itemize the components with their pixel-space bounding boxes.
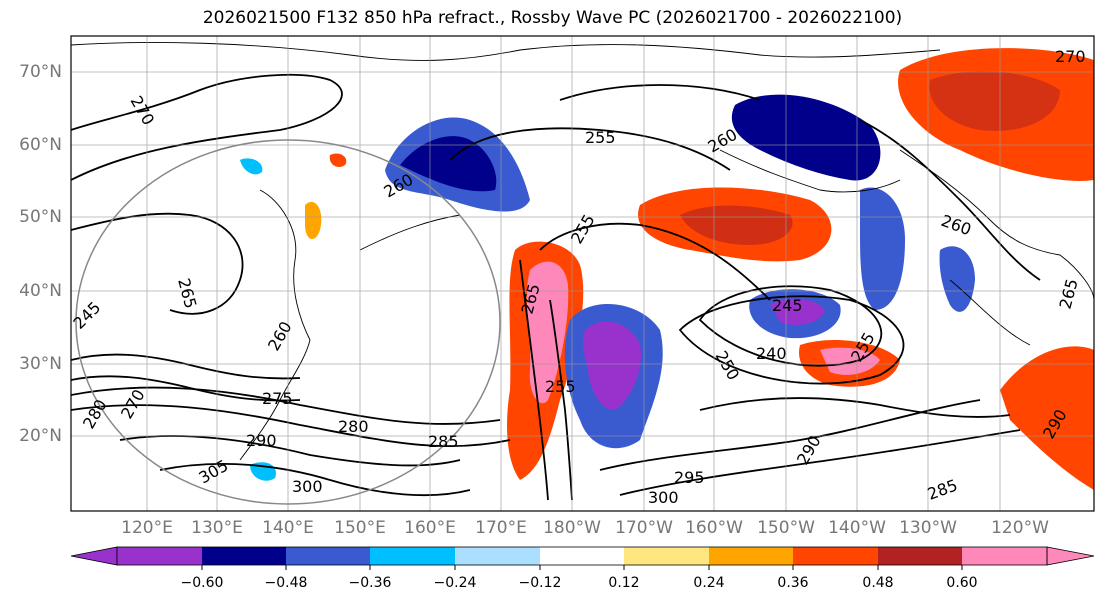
lon-label: 170°W	[615, 518, 673, 538]
colorbar-right-arrow	[1046, 546, 1095, 566]
lat-label: 40°N	[19, 281, 62, 301]
lon-label: 160°E	[404, 518, 456, 538]
contour-label: 270	[1055, 47, 1086, 66]
lon-label: 150°E	[334, 518, 386, 538]
colorbar-swatch	[624, 547, 709, 565]
colorbar-tick-label: −0.48	[264, 575, 308, 591]
colorbar-swatch	[202, 547, 286, 565]
contour-label: 245	[772, 296, 803, 315]
map-frame	[70, 35, 1095, 512]
colorbar-tick-marks	[201, 565, 963, 570]
contour-label-group: 270 255 260 270 265 260 255 260 265 255 …	[71, 47, 1086, 507]
lat-label: 30°N	[19, 354, 62, 374]
contour-label: 240	[756, 344, 787, 363]
lon-label: 170°E	[475, 518, 527, 538]
lat-label: 60°N	[19, 135, 62, 155]
lon-label: 150°W	[757, 518, 815, 538]
contour-label: 300	[292, 477, 323, 496]
colorbar-swatch	[286, 547, 370, 565]
contour-label: 295	[674, 468, 705, 487]
map-title: 2026021500 F132 850 hPa refract., Rossby…	[202, 8, 903, 28]
colorbar-swatch	[709, 547, 793, 565]
lon-label: 130°E	[191, 518, 243, 538]
contour-label: 290	[246, 431, 277, 450]
lat-label: 20°N	[19, 426, 62, 446]
contour-label: 255	[585, 128, 616, 147]
colorbar-swatch	[455, 547, 540, 565]
colorbar-swatch	[878, 547, 962, 565]
lon-label: 130°W	[899, 518, 957, 538]
anomaly-shading	[240, 48, 1094, 490]
lon-label: 160°W	[685, 518, 743, 538]
colorbar-tick-label: 0.36	[777, 575, 809, 591]
colorbar-swatch	[370, 547, 455, 565]
colorbar-tick-label: 0.12	[608, 575, 640, 591]
lon-label: 140°W	[828, 518, 886, 538]
colorbar-tick-label: −0.36	[348, 575, 392, 591]
coastlines	[71, 42, 1094, 461]
colorbar-outline	[116, 546, 1048, 566]
contour-label: 300	[648, 488, 679, 507]
lat-label: 50°N	[19, 207, 62, 227]
colorbar-swatch	[793, 547, 878, 565]
lon-label: 120°W	[991, 518, 1049, 538]
colorbar-tick-label: −0.12	[518, 575, 562, 591]
colorbar	[70, 546, 1095, 570]
contour-label: 280	[338, 417, 369, 436]
lon-label: 180°W	[543, 518, 601, 538]
colorbar-left-arrow	[70, 546, 118, 566]
colorbar-tick-label: 0.48	[862, 575, 894, 591]
contour-label: 275	[262, 389, 293, 408]
lon-label: 120°E	[121, 518, 173, 538]
colorbar-tick-label: −0.24	[433, 575, 477, 591]
contour-label: 255	[545, 377, 576, 396]
colorbar-tick-label: 0.24	[693, 575, 725, 591]
lat-label: 70°N	[19, 62, 62, 82]
colorbar-swatch	[540, 547, 624, 565]
lon-label: 140°E	[262, 518, 314, 538]
contour-lines	[71, 73, 1041, 501]
colorbar-tick-label: 0.60	[946, 575, 978, 591]
contour-label: 285	[428, 432, 459, 451]
map-panel: 270 255 260 270 265 260 255 260 265 255 …	[71, 36, 1094, 511]
colorbar-tick-label: −0.60	[180, 575, 224, 591]
colorbar-swatch	[117, 547, 202, 565]
great-circle-ring	[75, 139, 501, 505]
colorbar-swatch	[962, 547, 1047, 565]
